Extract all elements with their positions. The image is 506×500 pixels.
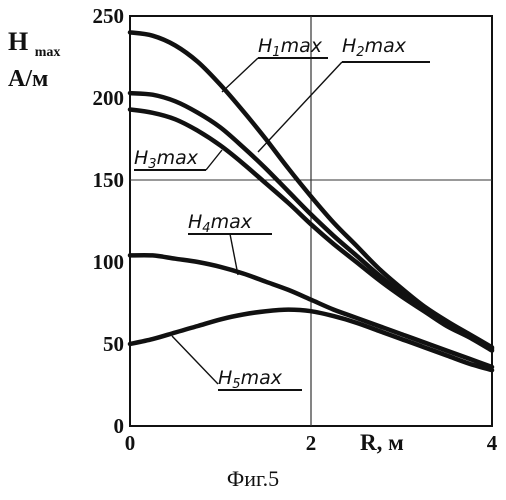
y-tick-label: 100 <box>93 250 125 274</box>
series-label-symbol: H <box>218 367 232 389</box>
label-leader-lines <box>134 58 430 390</box>
series-label-subscript: 2 <box>356 45 364 60</box>
y-tick-label: 250 <box>93 4 125 28</box>
y-tick-label: 150 <box>93 168 125 192</box>
x-axis-title: R, м <box>360 430 404 455</box>
series-label-h3max: H3max <box>134 147 199 172</box>
x-tick-label: 2 <box>306 431 317 455</box>
series-label-h5max: H5max <box>218 367 283 392</box>
series-label-symbol: H <box>188 211 202 233</box>
series-label-tail: max <box>157 147 199 169</box>
series-label-subscript: 3 <box>148 157 156 172</box>
series-label-tail: max <box>281 35 323 57</box>
series-label-tail: max <box>241 367 283 389</box>
series-label-tail: max <box>365 35 407 57</box>
y-axis-title-symbol: H <box>8 27 28 56</box>
series-label-h2max: H2max <box>342 35 407 60</box>
y-tick-label: 0 <box>114 414 125 438</box>
series-label-symbol: H <box>258 35 272 57</box>
series-label-leader-h2max <box>258 62 342 152</box>
series-label-leader-h1max <box>222 58 258 92</box>
x-tick-label: 0 <box>125 431 136 455</box>
series-label-h4max: H4max <box>188 211 253 236</box>
x-tick-labels: 0 2 4 <box>125 431 498 455</box>
y-axis-title-subscript: max <box>35 45 61 60</box>
y-tick-label: 200 <box>93 86 125 110</box>
series-label-symbol: H <box>134 147 148 169</box>
y-axis-title: H max <box>8 27 60 60</box>
y-axis-unit: А/м <box>8 66 48 92</box>
y-tick-label: 50 <box>103 332 124 356</box>
series-label-subscript: 4 <box>202 221 210 236</box>
series-label-symbol: H <box>342 35 356 57</box>
series-label-subscript: 1 <box>272 45 280 60</box>
series-label-subscript: 5 <box>232 377 240 392</box>
series-label-h1max: H1max <box>258 35 323 60</box>
figure-caption: Фиг.5 <box>227 466 279 491</box>
y-tick-labels: 0 50 100 150 200 250 <box>93 4 125 438</box>
series-label-tail: max <box>211 211 253 233</box>
series-label-leader-h5max <box>172 336 218 384</box>
grid-lines <box>130 16 492 426</box>
x-tick-label: 4 <box>487 431 498 455</box>
series-label-leader-h3max <box>206 150 222 170</box>
